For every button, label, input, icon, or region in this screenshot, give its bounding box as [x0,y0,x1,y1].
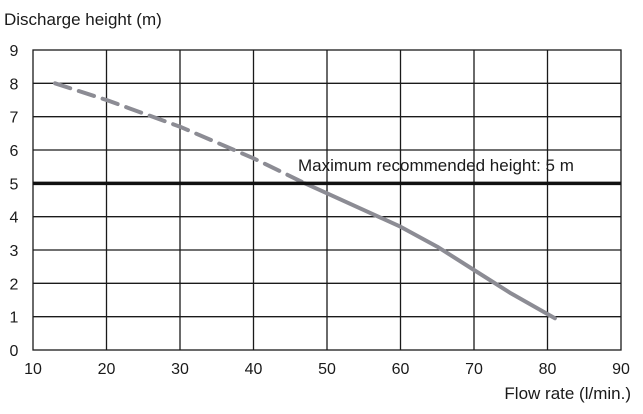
y-tick-label: 2 [10,276,19,293]
y-tick-label: 3 [10,243,19,260]
x-tick-label: 90 [612,361,630,378]
x-tick-label: 50 [318,361,336,378]
x-tick-label: 80 [539,361,557,378]
y-tick-label: 9 [10,43,19,60]
x-tick-label: 60 [392,361,410,378]
dashed-curve [53,81,307,186]
y-tick-label: 6 [10,143,19,160]
y-tick-label: 8 [10,76,19,93]
x-tick-label: 70 [465,361,483,378]
reference-line-label: Maximum recommended height: 5 m [298,156,574,175]
tick-labels: 10 20 30 40 50 60 70 80 90 0 1 2 3 4 5 6 7 8 9 [10,43,630,378]
x-tick-label: 10 [24,361,42,378]
x-tick-label: 20 [98,361,116,378]
y-tick-label: 5 [10,176,19,193]
x-axis-title: Flow rate (l/min.) [504,384,631,403]
x-tick-label: 30 [171,361,189,378]
x-tick-label: 40 [245,361,263,378]
solid-curve [302,181,557,321]
y-tick-label: 1 [10,310,19,327]
y-tick-label: 7 [10,110,19,127]
series-layer [53,81,557,321]
y-tick-label: 4 [10,210,19,227]
plot-frame [32,49,622,351]
y-tick-label: 0 [10,343,19,360]
y-axis-title: Discharge height (m) [4,10,162,29]
